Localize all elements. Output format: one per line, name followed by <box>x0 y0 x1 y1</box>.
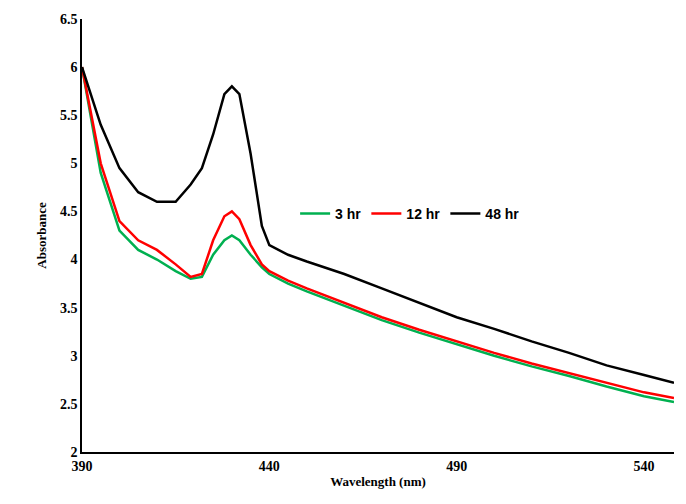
svg-text:3.5: 3.5 <box>60 301 78 316</box>
svg-text:12 hr: 12 hr <box>406 206 440 222</box>
svg-text:Absorbance: Absorbance <box>34 202 49 269</box>
svg-text:2.5: 2.5 <box>60 397 78 412</box>
svg-text:5.5: 5.5 <box>60 108 78 123</box>
svg-text:4: 4 <box>70 252 77 267</box>
svg-text:440: 440 <box>259 459 280 474</box>
svg-text:6: 6 <box>70 60 77 75</box>
svg-text:5: 5 <box>70 156 77 171</box>
svg-text:4.5: 4.5 <box>60 204 78 219</box>
svg-text:390: 390 <box>72 459 93 474</box>
svg-text:3: 3 <box>70 349 77 364</box>
svg-text:6.5: 6.5 <box>60 12 78 27</box>
svg-text:Wavelength (nm): Wavelength (nm) <box>330 474 426 489</box>
svg-text:3 hr: 3 hr <box>335 206 361 222</box>
svg-text:48 hr: 48 hr <box>485 206 519 222</box>
svg-text:540: 540 <box>634 459 655 474</box>
svg-text:490: 490 <box>446 459 467 474</box>
svg-text:2: 2 <box>70 445 77 460</box>
